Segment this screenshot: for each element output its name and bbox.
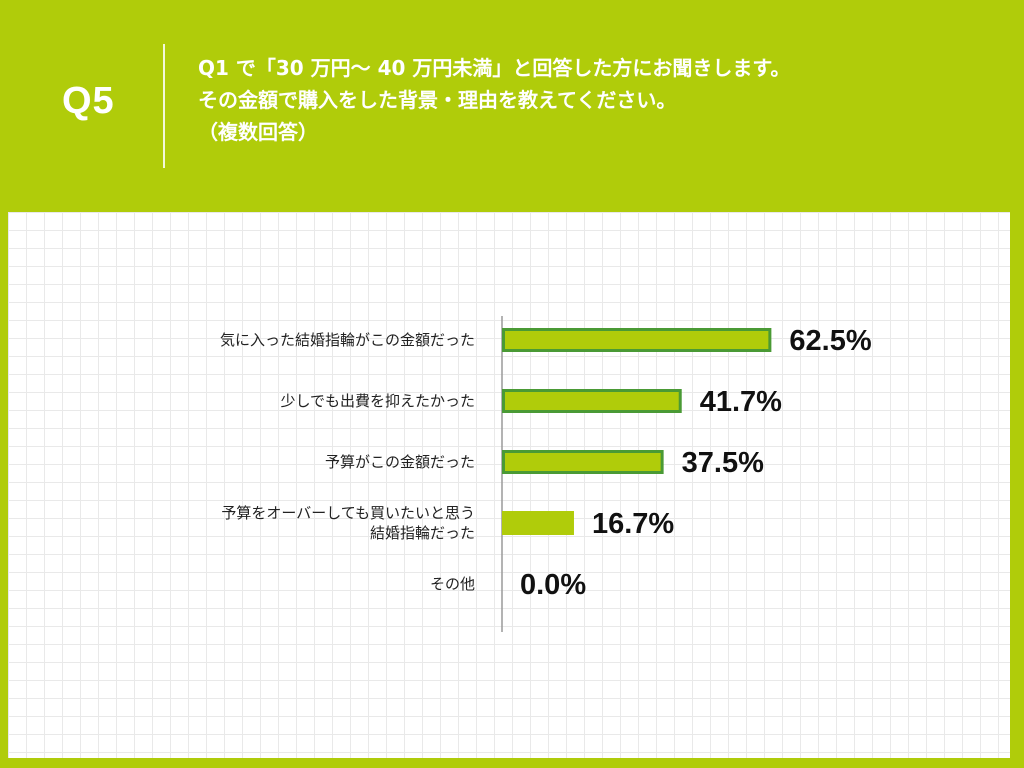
value-label-5: 0.0% — [520, 569, 586, 601]
category-label-4-line-1: 予算をオーバーしても買いたいと思う — [221, 504, 475, 522]
value-label-4: 16.7% — [592, 508, 674, 540]
value-label-1: 62.5% — [789, 325, 871, 357]
category-label-1: 気に入った結婚指輪がこの金額だった — [220, 331, 475, 349]
bar-2 — [502, 389, 682, 413]
question-line-1: Q1 で「30 万円～ 40 万円未満」と回答した方にお聞きします。 — [198, 56, 791, 80]
category-label-3: 予算がこの金額だった — [325, 453, 475, 471]
bar-3 — [502, 450, 664, 474]
category-label-5: その他 — [430, 575, 475, 593]
category-label-2: 少しでも出費を抑えたかった — [280, 392, 475, 410]
bar-4 — [502, 511, 574, 535]
question-line-3: （複数回答） — [198, 120, 318, 144]
question-line-2: その金額で購入をした背景・理由を教えてください。 — [198, 88, 677, 112]
bar-1 — [502, 328, 772, 352]
value-label-3: 37.5% — [682, 447, 764, 479]
question-number: Q5 — [62, 80, 115, 122]
header-divider — [163, 44, 165, 168]
question-text: Q1 で「30 万円～ 40 万円未満」と回答した方にお聞きします。 その金額で… — [198, 52, 978, 148]
header: Q5 Q1 で「30 万円～ 40 万円未満」と回答した方にお聞きします。 その… — [0, 0, 1024, 212]
chart-panel: 62.5% 気に入った結婚指輪がこの金額だった 41.7% 少しでも出費を抑えたかった… — [8, 212, 1010, 758]
bar-chart: 62.5% 気に入った結婚指輪がこの金額だった 41.7% 少しでも出費を抑えたかった… — [220, 316, 872, 632]
category-label-4-line-2: 結婚指輪だった — [370, 524, 475, 542]
value-label-2: 41.7% — [700, 386, 782, 418]
